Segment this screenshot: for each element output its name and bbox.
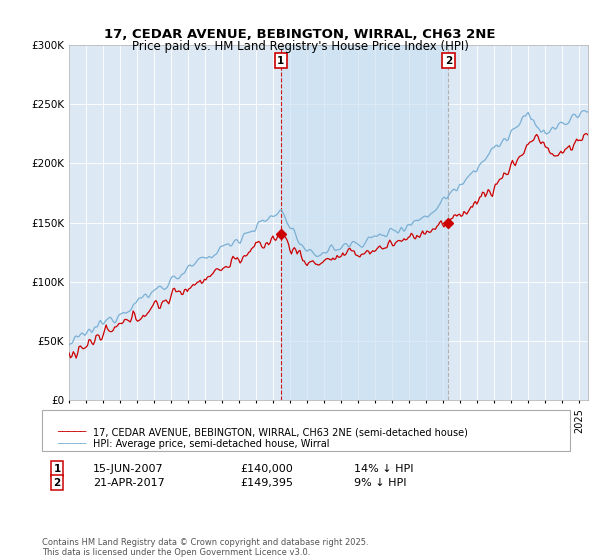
Text: Price paid vs. HM Land Registry's House Price Index (HPI): Price paid vs. HM Land Registry's House … [131,40,469,53]
Text: 21-APR-2017: 21-APR-2017 [93,478,165,488]
Text: ─────: ───── [57,438,86,449]
Text: HPI: Average price, semi-detached house, Wirral: HPI: Average price, semi-detached house,… [93,438,329,449]
Text: 15-JUN-2007: 15-JUN-2007 [93,464,164,474]
Text: 1: 1 [53,464,61,474]
Bar [281,45,448,400]
Text: ─────: ───── [57,427,86,437]
Text: Contains HM Land Registry data © Crown copyright and database right 2025.
This d: Contains HM Land Registry data © Crown c… [42,538,368,557]
Text: 1: 1 [277,56,284,66]
Text: £140,000: £140,000 [240,464,293,474]
Text: 2: 2 [445,56,452,66]
Text: 9% ↓ HPI: 9% ↓ HPI [354,478,407,488]
Text: 2: 2 [53,478,61,488]
Text: £149,395: £149,395 [240,478,293,488]
Text: 17, CEDAR AVENUE, BEBINGTON, WIRRAL, CH63 2NE: 17, CEDAR AVENUE, BEBINGTON, WIRRAL, CH6… [104,28,496,41]
Text: 17, CEDAR AVENUE, BEBINGTON, WIRRAL, CH63 2NE (semi-detached house): 17, CEDAR AVENUE, BEBINGTON, WIRRAL, CH6… [93,427,468,437]
Text: 14% ↓ HPI: 14% ↓ HPI [354,464,413,474]
